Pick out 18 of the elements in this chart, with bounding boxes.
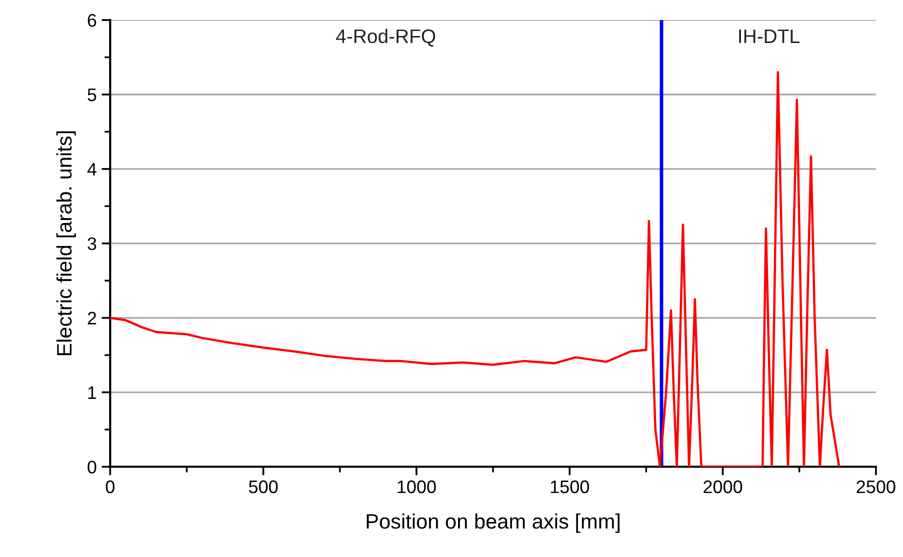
annotation: 4-Rod-RFQ — [336, 28, 436, 47]
x-axis-title: Position on beam axis [mm] — [366, 513, 620, 533]
y-tick-label: 6 — [88, 14, 96, 27]
y-tick-label: 2 — [88, 312, 96, 324]
x-tick-label: 2000 — [704, 480, 742, 494]
y-tick-label: 3 — [88, 237, 96, 250]
annotation: IH-DTL — [739, 30, 800, 43]
y-tick-label: 1 — [88, 386, 96, 399]
line-series — [110, 71, 840, 467]
x-tick-label: 500 — [248, 480, 278, 494]
y-tick-label: 4 — [87, 163, 96, 176]
x-tick-label: 1500 — [550, 480, 589, 494]
y-axis-title: Electric field [arab. units] — [56, 131, 76, 356]
x-tick-label: 1000 — [398, 480, 436, 494]
x-tick-label: 2500 — [856, 480, 896, 494]
y-tick-label: 5 — [88, 88, 96, 102]
x-tick-label: 0 — [106, 480, 114, 494]
y-tick-label: 0 — [88, 460, 96, 474]
